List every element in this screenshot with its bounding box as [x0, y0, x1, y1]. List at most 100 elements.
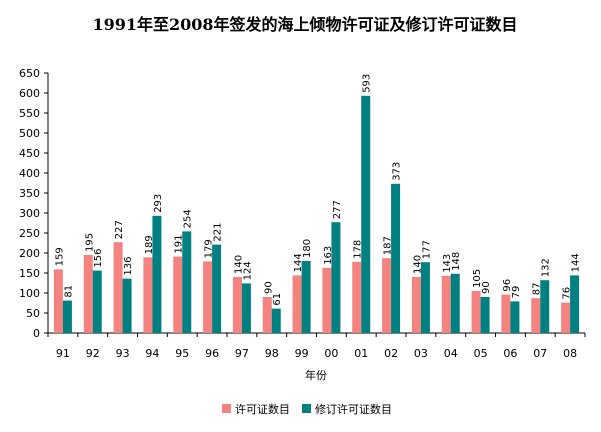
x-tick-label: 02	[384, 347, 398, 360]
bar	[570, 275, 580, 333]
value-label: 79	[511, 286, 522, 299]
x-tick-label: 06	[503, 347, 517, 360]
value-label: 277	[332, 200, 343, 219]
value-label: 140	[233, 255, 244, 274]
y-tick-label: 300	[19, 207, 40, 220]
value-label: 191	[174, 235, 185, 254]
value-label: 293	[153, 194, 164, 213]
bar	[441, 275, 451, 333]
x-tick-label: 94	[145, 347, 159, 360]
value-label: 96	[502, 279, 513, 292]
value-label: 140	[412, 255, 423, 274]
bar	[212, 244, 222, 333]
value-label: 159	[54, 247, 65, 266]
bar	[262, 297, 272, 333]
x-tick-label: 97	[235, 347, 249, 360]
bar	[203, 261, 213, 333]
value-label: 76	[562, 287, 573, 300]
legend-label: 许可证数目	[235, 403, 290, 416]
bar	[471, 291, 481, 333]
y-tick-label: 0	[33, 327, 40, 340]
legend-swatch	[302, 404, 311, 413]
bar	[411, 277, 421, 333]
bar	[540, 280, 550, 333]
x-axis-label: 年份	[305, 368, 327, 382]
y-tick-label: 50	[26, 307, 40, 320]
value-label: 90	[263, 281, 274, 294]
y-tick-label: 150	[19, 267, 40, 280]
value-label: 227	[114, 220, 125, 239]
y-tick-label: 200	[19, 247, 40, 260]
y-tick-label: 650	[19, 67, 40, 80]
value-label: 195	[84, 233, 95, 252]
y-tick-label: 250	[19, 227, 40, 240]
bar	[322, 267, 332, 333]
x-tick-label: 08	[563, 347, 577, 360]
y-tick-label: 600	[19, 87, 40, 100]
bar	[53, 269, 63, 333]
x-tick-label: 03	[414, 347, 428, 360]
value-label: 163	[323, 246, 334, 265]
value-label: 254	[183, 209, 194, 228]
x-tick-label: 07	[533, 347, 547, 360]
value-label: 105	[472, 269, 483, 288]
value-label: 373	[392, 162, 403, 181]
bar	[113, 242, 123, 333]
value-label: 178	[353, 240, 364, 259]
bar	[382, 258, 392, 333]
bar	[62, 300, 72, 333]
bar	[83, 255, 93, 333]
x-tick-label: 01	[354, 347, 368, 360]
y-tick-label: 350	[19, 187, 40, 200]
x-tick-label: 95	[175, 347, 189, 360]
bar	[271, 308, 281, 333]
x-tick-label: 00	[324, 347, 338, 360]
bar	[182, 231, 192, 333]
bar	[531, 298, 541, 333]
bar	[173, 256, 183, 333]
value-label: 593	[362, 74, 373, 93]
value-label: 87	[532, 282, 543, 295]
bar	[301, 261, 311, 333]
bar	[501, 294, 511, 333]
y-tick-label: 400	[19, 167, 40, 180]
bar	[361, 95, 371, 333]
y-tick-label: 450	[19, 147, 40, 160]
bar	[450, 273, 460, 333]
x-tick-label: 93	[116, 347, 130, 360]
bar	[510, 301, 520, 333]
bar	[561, 302, 571, 333]
x-tick-label: 04	[444, 347, 458, 360]
legend-swatch	[222, 404, 231, 413]
bar	[331, 222, 341, 333]
value-label: 148	[451, 252, 462, 271]
y-tick-label: 500	[19, 127, 40, 140]
bar	[92, 270, 102, 333]
value-label: 177	[421, 240, 432, 259]
bar	[352, 261, 362, 333]
chart-title: 1991年至2008年签发的海上倾物许可证及修订许可证数目	[92, 15, 517, 34]
x-tick-label: 96	[205, 347, 219, 360]
value-label: 221	[213, 223, 224, 242]
bar	[241, 283, 251, 333]
value-label: 143	[442, 254, 453, 273]
value-label: 156	[93, 249, 104, 268]
value-label: 144	[293, 253, 304, 272]
value-label: 187	[383, 236, 394, 255]
value-label: 144	[571, 253, 582, 272]
value-label: 179	[204, 239, 215, 258]
legend-label: 修订许可证数目	[315, 402, 392, 416]
bar	[122, 278, 132, 333]
bar	[232, 277, 242, 333]
x-tick-label: 98	[265, 347, 279, 360]
x-tick-label: 91	[56, 347, 70, 360]
value-label: 90	[481, 281, 492, 294]
x-tick-label: 92	[86, 347, 100, 360]
y-tick-label: 550	[19, 107, 40, 120]
value-label: 61	[272, 293, 283, 306]
x-tick-label: 99	[295, 347, 309, 360]
bar	[152, 215, 162, 333]
value-label: 81	[63, 285, 74, 298]
value-label: 136	[123, 257, 134, 276]
